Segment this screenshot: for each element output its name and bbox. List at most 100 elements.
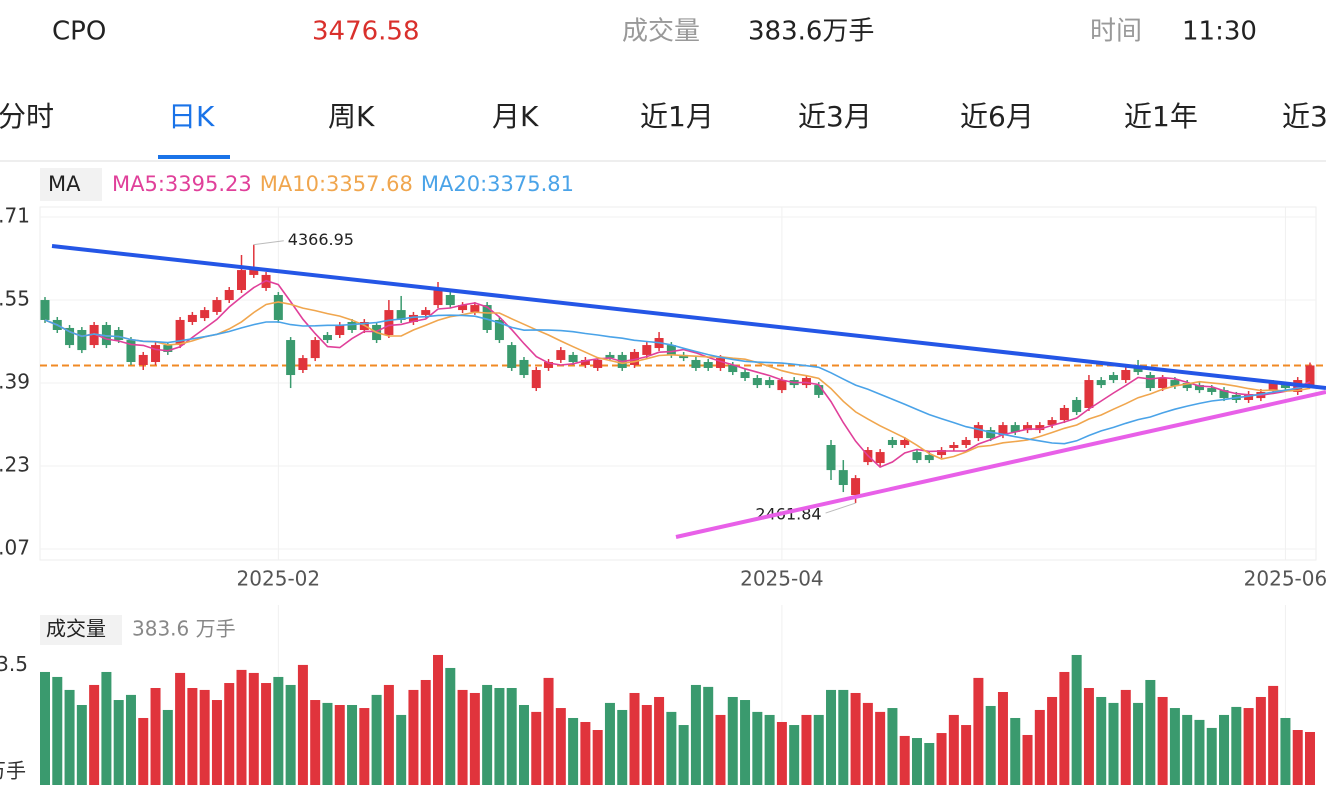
ma-line — [44, 314, 1311, 445]
candle-body — [630, 351, 640, 365]
volume-bar — [1071, 654, 1082, 785]
volume-bar — [961, 725, 972, 785]
volume-bar — [52, 676, 63, 785]
tab-indicator — [158, 155, 230, 159]
candle-body — [396, 310, 406, 320]
volume-bar — [1083, 687, 1094, 785]
candle-body — [1207, 388, 1217, 392]
y-tick-label: 2735.23 — [0, 452, 30, 476]
volume-bar — [580, 721, 591, 785]
candle-body — [273, 295, 283, 320]
tab[interactable]: 近3月 — [798, 100, 872, 133]
ma-title: MA — [48, 172, 81, 196]
volume-bar — [911, 738, 922, 785]
volume-bar — [703, 686, 714, 785]
y-tick-label: 2123.07 — [0, 536, 30, 560]
candle-body — [1047, 420, 1057, 426]
volume-bar — [1059, 671, 1070, 785]
tab[interactable]: 近1月 — [640, 100, 714, 133]
candle-body — [728, 364, 738, 373]
volume-bar — [555, 708, 566, 785]
volume-bar — [322, 702, 333, 785]
volume-bar — [776, 721, 787, 785]
candle-body — [580, 359, 590, 365]
candle-body — [961, 439, 971, 446]
volume-box — [40, 615, 122, 645]
volume-bar — [101, 671, 112, 785]
candle-body — [212, 300, 222, 312]
candle-body — [949, 445, 959, 448]
candle-body — [310, 340, 320, 359]
candle-body — [1035, 425, 1045, 431]
candle-body — [715, 358, 725, 368]
tab[interactable]: 分时 — [0, 100, 54, 133]
volume-bar — [862, 702, 873, 785]
candle-body — [740, 372, 750, 379]
volume-bar — [1096, 696, 1107, 785]
candle-body — [163, 345, 173, 352]
candle-body — [973, 425, 983, 439]
volume-bar — [1182, 714, 1193, 785]
volume-bar — [568, 717, 579, 785]
tab[interactable]: 近1年 — [1124, 100, 1198, 133]
candle-body — [1305, 365, 1315, 386]
y-tick-label: 3347.39 — [0, 369, 30, 393]
volume-bar — [1157, 696, 1168, 785]
candle-body — [937, 450, 947, 456]
tab[interactable]: 近3年 — [1282, 100, 1326, 133]
volume-bar — [1292, 730, 1303, 785]
volume-bar — [690, 684, 701, 785]
candle-body — [138, 354, 148, 365]
candle-body — [1023, 425, 1033, 431]
volume-bar — [1206, 727, 1217, 785]
volume-bar — [89, 684, 100, 785]
candle-body — [445, 295, 455, 306]
candle-body — [765, 380, 775, 386]
tab[interactable]: 日K — [168, 100, 215, 133]
volume-bar — [150, 687, 161, 785]
volume-bar — [1145, 679, 1156, 785]
volume-bar — [678, 725, 689, 785]
volume-bar — [125, 694, 136, 785]
candle-body — [1108, 375, 1118, 381]
tab[interactable]: 月K — [492, 100, 539, 133]
volume-bar — [617, 709, 628, 785]
candle-body — [605, 354, 615, 359]
volume-bar — [936, 733, 947, 785]
volume-bar — [138, 717, 149, 785]
tab[interactable]: 近6月 — [960, 100, 1034, 133]
volume-bar — [248, 672, 259, 785]
time-label: 时间 — [1090, 17, 1142, 47]
candle-body — [249, 268, 259, 275]
tab[interactable]: 周K — [328, 100, 375, 133]
volume-bar — [40, 671, 50, 785]
candle-body — [998, 425, 1008, 436]
volume-bar — [469, 692, 480, 785]
volume-plot: 863.5 — [0, 605, 1315, 785]
candle-body — [175, 319, 185, 346]
volume-bar — [850, 692, 861, 785]
candle-body — [666, 345, 676, 355]
volume-bar — [506, 687, 517, 785]
candle-body — [470, 305, 480, 312]
high-label: 4366.95 — [288, 230, 354, 249]
volume-bar — [383, 684, 394, 785]
volume-bar — [297, 664, 308, 785]
candle-body — [286, 340, 296, 376]
volume-legend: 383.6 万手 — [132, 617, 236, 641]
candle-body — [777, 380, 787, 391]
volume-bar — [654, 696, 665, 785]
candle-body — [531, 370, 541, 389]
candle-body — [322, 335, 332, 341]
volume-bar — [273, 676, 284, 785]
volume-bar — [887, 708, 898, 785]
candle-body — [89, 324, 99, 346]
volume-bar — [973, 677, 984, 785]
volume-bar — [64, 689, 75, 785]
candle-body — [298, 358, 308, 371]
volume-bar — [359, 708, 370, 785]
volume-bar — [899, 735, 910, 785]
candle-body — [1145, 375, 1155, 389]
volume-bar — [1305, 731, 1315, 785]
